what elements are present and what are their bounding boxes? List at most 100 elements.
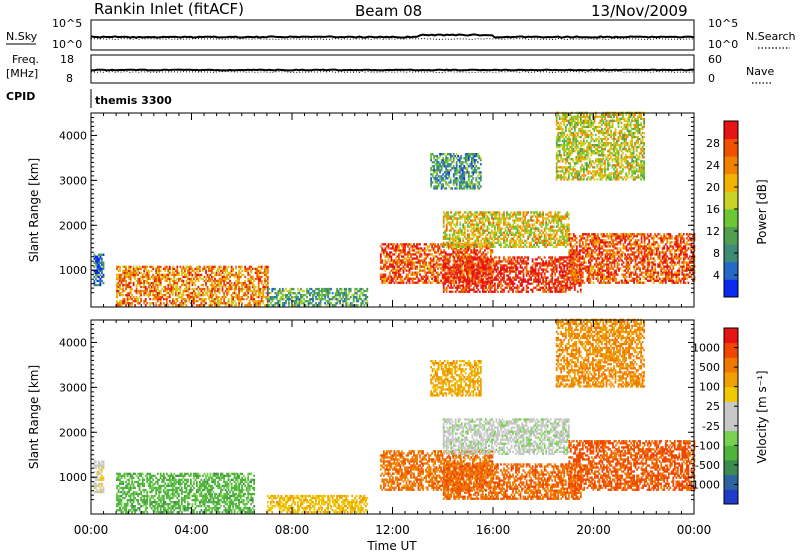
range-time-cell [258,284,260,286]
range-time-cell [401,245,403,247]
range-time-cell [166,298,168,300]
range-time-cell [568,226,570,228]
range-time-cell [447,266,449,268]
range-time-cell [302,290,304,292]
range-time-cell [485,213,487,215]
range-time-cell [560,240,562,242]
range-time-cell [193,270,195,272]
range-time-cell [494,291,496,293]
range-time-cell [388,257,390,259]
range-time-cell [427,247,429,249]
range-time-cell [231,288,233,290]
range-time-cell [562,230,564,232]
range-time-cell [130,276,132,278]
range-time-cell [487,274,489,276]
range-time-cell [195,284,197,286]
range-time-cell [430,276,432,278]
range-time-cell [445,251,447,253]
station-title: Rankin Inlet (fitACF) [94,0,244,18]
range-time-cell [509,277,511,279]
range-time-cell [315,296,317,298]
range-time-cell [500,222,502,224]
range-time-cell [437,272,439,274]
range-time-cell [480,240,482,242]
range-time-cell [482,251,484,253]
range-time-cell [181,284,183,286]
range-time-cell [130,266,132,268]
range-time-cell [173,272,175,274]
range-time-cell [130,270,132,272]
range-time-cell [184,270,186,272]
range-time-cell [480,246,482,248]
range-time-cell [193,278,195,280]
range-time-cell [121,282,123,284]
range-time-cell [494,230,496,232]
range-time-cell [341,290,343,292]
range-time-cell [176,290,178,292]
range-time-cell [167,292,169,294]
range-time-cell [542,289,544,291]
range-time-cell [312,300,314,302]
range-time-cell [493,222,495,224]
range-time-cell [542,264,544,266]
range-time-cell [158,294,160,296]
range-time-cell [545,281,547,283]
range-time-cell [512,238,514,240]
range-time-cell [490,255,492,257]
range-time-cell [530,217,532,219]
range-time-cell [526,240,528,242]
range-time-cell [509,230,511,232]
range-time-cell [318,296,320,298]
range-time-cell [152,284,154,286]
range-time-cell [238,286,240,288]
range-time-cell [225,272,227,274]
range-time-cell [395,251,397,253]
range-time-cell [551,234,553,236]
range-time-cell [523,268,525,270]
range-time-cell [493,244,495,246]
range-time-cell [186,300,188,302]
range-time-cell [499,285,501,287]
range-time-cell [449,277,451,279]
range-time-cell [170,278,172,280]
range-time-cell [496,277,498,279]
range-time-cell [530,234,532,236]
range-time-cell [137,298,139,300]
range-time-cell [431,245,433,247]
range-time-cell [297,296,299,298]
range-time-cell [152,268,154,270]
range-time-cell [482,253,484,255]
range-time-cell [562,234,564,236]
range-time-cell [514,236,516,238]
range-time-cell [434,243,436,245]
range-time-cell [503,256,505,258]
range-time-cell [401,282,403,284]
range-time-cell [172,298,174,300]
range-time-cell [130,282,132,284]
range-time-cell [477,285,479,287]
range-time-cell [389,272,391,274]
range-time-cell [205,270,207,272]
range-time-cell [211,304,213,306]
range-time-cell [551,279,553,281]
range-time-cell [450,211,452,213]
range-time-cell [220,298,222,300]
range-time-cell [473,270,475,272]
range-time-cell [456,289,458,291]
range-time-cell [512,215,514,217]
range-time-cell [500,230,502,232]
range-time-cell [506,238,508,240]
range-time-cell [545,268,547,270]
range-time-cell [450,230,452,232]
range-time-cell [566,283,568,285]
range-time-cell [527,258,529,260]
range-time-cell [258,296,260,298]
range-time-cell [167,286,169,288]
nsky-label: N.Sky [6,30,38,43]
range-time-cell [279,300,281,302]
range-time-cell [401,261,403,263]
range-time-cell [517,266,519,268]
range-time-cell [545,232,547,234]
range-time-cell [494,283,496,285]
range-time-cell [415,278,417,280]
